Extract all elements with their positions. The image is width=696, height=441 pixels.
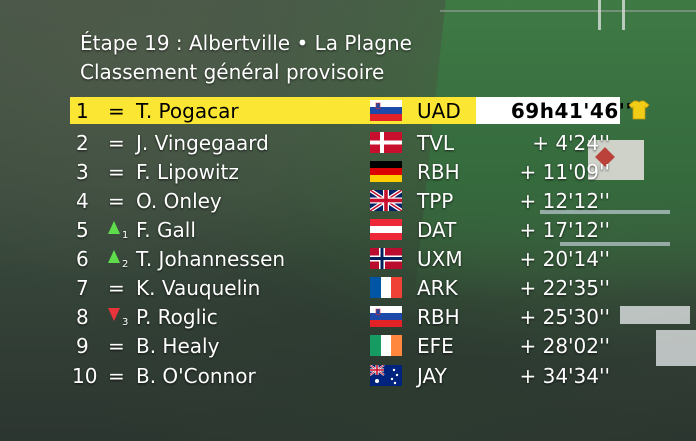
standings-row: 8 3 P. Roglic RBH + 25'30'' bbox=[70, 303, 630, 331]
rider-name: B. O'Connor bbox=[136, 364, 256, 388]
time-gap: + 28'02'' bbox=[519, 334, 610, 358]
standings-row: 4 = O. Onley TPP + 12'12'' bbox=[70, 187, 630, 215]
position-change-delta: 2 bbox=[122, 259, 129, 270]
denmark-flag-icon bbox=[370, 132, 402, 153]
rank: 1 bbox=[76, 99, 89, 123]
rider-name: F. Lipowitz bbox=[136, 160, 239, 184]
rank: 10 bbox=[72, 364, 98, 388]
germany-flag-icon bbox=[370, 161, 402, 182]
rank: 5 bbox=[76, 218, 89, 242]
rider-name: F. Gall bbox=[136, 218, 196, 242]
time-gap: + 34'34'' bbox=[519, 364, 610, 388]
position-change: = bbox=[108, 189, 125, 213]
leader-time-box bbox=[476, 97, 620, 124]
norway-flag-icon bbox=[370, 248, 402, 269]
position-change: = bbox=[108, 160, 125, 184]
standings-row: 9 = B. Healy EFE + 28'02'' bbox=[70, 332, 630, 360]
slovenia-flag-icon bbox=[370, 100, 402, 121]
rider-name: T. Johannessen bbox=[136, 247, 286, 271]
rank: 6 bbox=[76, 247, 89, 271]
up-arrow-icon bbox=[108, 250, 120, 263]
standings-row: 7 = K. Vauquelin ARK + 22'35'' bbox=[70, 274, 630, 302]
rank: 2 bbox=[76, 131, 89, 155]
time-gap: + 11'09'' bbox=[519, 160, 610, 184]
austria-flag-icon bbox=[370, 219, 402, 240]
slovenia-flag-icon bbox=[370, 306, 402, 327]
barrier bbox=[540, 210, 670, 214]
rank: 7 bbox=[76, 276, 89, 300]
rider-name: P. Roglic bbox=[136, 305, 218, 329]
position-change: = bbox=[108, 334, 125, 358]
down-arrow-icon bbox=[108, 308, 120, 321]
standings-row: 5 1 F. Gall DAT + 17'12'' bbox=[70, 216, 630, 244]
time-gap: + 17'12'' bbox=[519, 218, 610, 242]
standings-row-leader: 1 = T. Pogacar UAD 69h41'46'' bbox=[70, 97, 652, 124]
position-change: = bbox=[108, 131, 125, 155]
field-fence bbox=[440, 10, 696, 12]
rider-name: K. Vauquelin bbox=[136, 276, 261, 300]
standings-row: 2 = J. Vingegaard TVL + 4'24'' bbox=[70, 129, 630, 157]
classification-title: Classement général provisoire bbox=[80, 60, 385, 84]
australia-flag-icon bbox=[370, 365, 402, 386]
uk-flag-icon bbox=[370, 190, 402, 211]
france-flag-icon bbox=[370, 277, 402, 298]
team-code: JAY bbox=[417, 364, 447, 388]
stage-title: Étape 19 : Albertville • La Plagne bbox=[80, 31, 412, 55]
position-change-delta: 3 bbox=[122, 317, 129, 328]
position-change: = bbox=[108, 99, 125, 123]
leader-highlight bbox=[70, 97, 476, 124]
yellow-jersey-icon bbox=[628, 100, 650, 120]
barrier bbox=[560, 242, 670, 246]
standings-row: 10 = B. O'Connor JAY + 34'34'' bbox=[70, 362, 630, 390]
time-gap: + 12'12'' bbox=[519, 189, 610, 213]
rider-name: J. Vingegaard bbox=[136, 131, 269, 155]
rank: 9 bbox=[76, 334, 89, 358]
position-change-delta: 1 bbox=[122, 230, 129, 241]
team-code: UXM bbox=[417, 247, 463, 271]
time-gap: + 25'30'' bbox=[519, 305, 610, 329]
time-gap: + 20'14'' bbox=[519, 247, 610, 271]
position-change: = bbox=[108, 276, 125, 300]
standings-row: 6 2 T. Johannessen UXM + 20'14'' bbox=[70, 245, 630, 273]
team-code: TVL bbox=[417, 131, 455, 155]
team-code: RBH bbox=[417, 160, 460, 184]
team-code: ARK bbox=[417, 276, 458, 300]
overall-time: 69h41'46'' bbox=[510, 99, 632, 123]
rank: 8 bbox=[76, 305, 89, 329]
time-gap: + 22'35'' bbox=[519, 276, 610, 300]
standings-row: 3 = F. Lipowitz RBH + 11'09'' bbox=[70, 158, 630, 186]
time-gap: + 4'24'' bbox=[532, 131, 610, 155]
team-code: RBH bbox=[417, 305, 460, 329]
team-code: DAT bbox=[417, 218, 457, 242]
team-code: EFE bbox=[417, 334, 454, 358]
team-code: UAD bbox=[417, 99, 461, 123]
up-arrow-icon bbox=[108, 221, 120, 234]
roadside-banner bbox=[588, 140, 644, 180]
rider-name: O. Onley bbox=[136, 189, 222, 213]
rank: 3 bbox=[76, 160, 89, 184]
ireland-flag-icon bbox=[370, 335, 402, 356]
roadside-structure bbox=[656, 330, 696, 366]
goal-post-right bbox=[622, 0, 625, 30]
roadside-structure bbox=[620, 306, 690, 324]
goal-post-left bbox=[598, 0, 601, 30]
team-code: TPP bbox=[417, 189, 454, 213]
rider-name: B. Healy bbox=[136, 334, 220, 358]
rank: 4 bbox=[76, 189, 89, 213]
rider-name: T. Pogacar bbox=[136, 99, 239, 123]
position-change: = bbox=[108, 364, 125, 388]
